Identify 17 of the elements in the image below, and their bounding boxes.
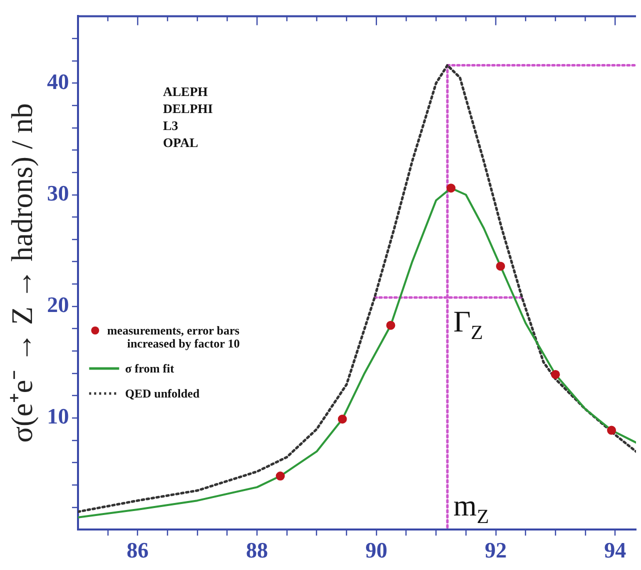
x-tick-label: 90 [365, 537, 388, 562]
x-tick-label: 88 [246, 537, 268, 562]
y-tick-label: 40 [47, 68, 69, 94]
y-tick-label: 30 [47, 180, 69, 206]
annotation: OPAL [163, 135, 198, 150]
legend-label: measurements, error bars increased by factor 10 [107, 324, 240, 351]
legend-label: σ from fit [125, 362, 174, 376]
y-tick-label: 20 [47, 292, 69, 318]
legend-label: QED unfolded [125, 386, 200, 401]
x-tick-label: 94 [604, 537, 626, 562]
annotation: DELPHI [163, 101, 213, 116]
annotation: L3 [163, 118, 179, 134]
annotation: ALEPH [163, 84, 208, 100]
x-tick-label: 92 [484, 537, 507, 562]
y-tick-label: 10 [47, 404, 69, 429]
y-axis-title: σ(e⁺e⁻ → Z → hadrons) / nb [6, 103, 39, 443]
x-tick-label: 86 [126, 537, 149, 562]
